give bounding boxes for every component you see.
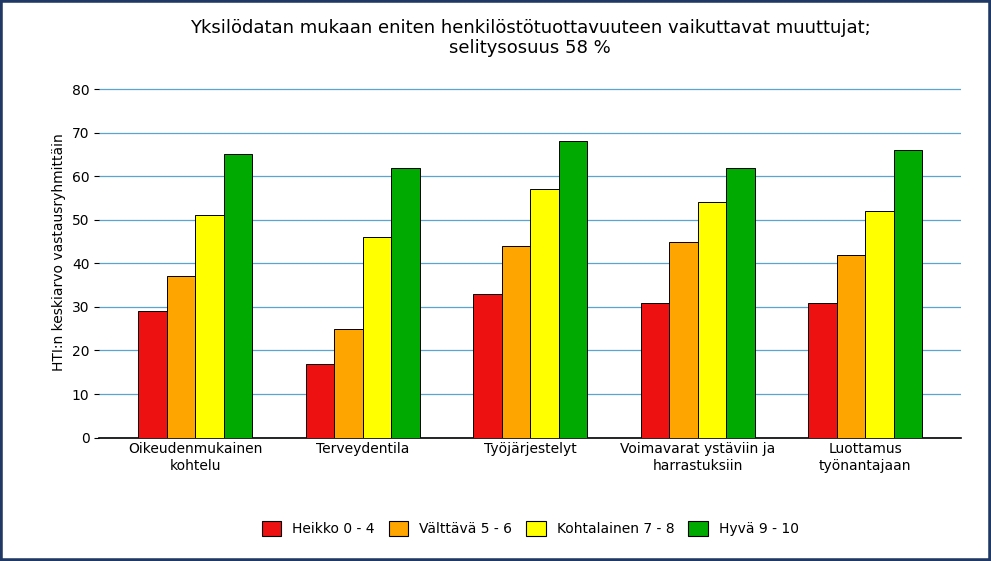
Bar	[865, 211, 894, 438]
Y-axis label: HTI:n keskiarvo vastausryhmittäin: HTI:n keskiarvo vastausryhmittäin	[53, 134, 66, 371]
Bar	[836, 255, 865, 438]
Bar	[474, 294, 501, 438]
Bar	[391, 168, 419, 438]
Bar	[139, 311, 166, 438]
Bar	[166, 277, 195, 438]
Bar	[641, 302, 669, 438]
Bar	[363, 237, 391, 438]
Legend: Heikko 0 - 4, Välttävä 5 - 6, Kohtalainen 7 - 8, Hyvä 9 - 10: Heikko 0 - 4, Välttävä 5 - 6, Kohtalaine…	[256, 516, 805, 542]
Bar	[698, 203, 726, 438]
Bar	[334, 329, 363, 438]
Bar	[501, 246, 530, 438]
Bar	[669, 242, 698, 438]
Bar	[894, 150, 922, 438]
Bar	[809, 302, 836, 438]
Bar	[559, 141, 587, 438]
Bar	[530, 189, 559, 438]
Title: Yksilödatan mukaan eniten henkilöstötuottavuuteen vaikuttavat muuttujat;
selitys: Yksilödatan mukaan eniten henkilöstötuot…	[190, 19, 870, 57]
Bar	[306, 364, 334, 438]
Bar	[195, 215, 224, 438]
Bar	[726, 168, 754, 438]
Bar	[224, 154, 252, 438]
